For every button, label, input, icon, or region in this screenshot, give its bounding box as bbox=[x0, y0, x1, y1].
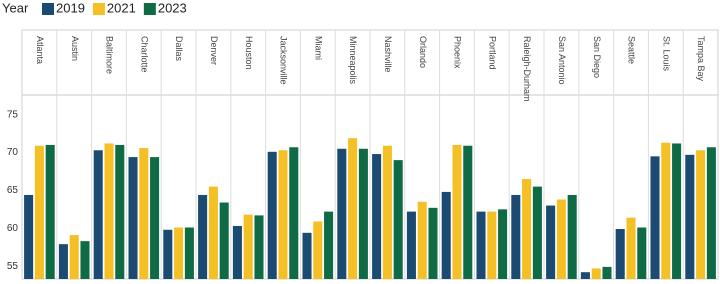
bar bbox=[650, 156, 660, 279]
x-tick-label: Tampa Bay bbox=[696, 36, 706, 82]
x-tick-label: Phoenix bbox=[453, 36, 463, 69]
bar bbox=[34, 145, 44, 279]
bar bbox=[417, 201, 427, 279]
x-tick-label: Denver bbox=[209, 36, 219, 65]
bar bbox=[184, 227, 194, 279]
bar bbox=[324, 211, 334, 279]
y-tick-label: 75 bbox=[7, 109, 19, 120]
bar bbox=[58, 244, 68, 279]
bar bbox=[567, 194, 577, 279]
legend-label: 2023 bbox=[158, 0, 187, 15]
bar bbox=[24, 194, 34, 279]
bar bbox=[128, 157, 138, 279]
bar bbox=[313, 221, 323, 279]
y-tick-label: 55 bbox=[7, 261, 19, 272]
bar bbox=[198, 194, 208, 279]
x-tick-label: Charlotte bbox=[139, 36, 149, 73]
x-tick-label: San Diego bbox=[592, 36, 602, 78]
bar bbox=[254, 215, 264, 279]
bar bbox=[441, 191, 451, 279]
legend-swatch bbox=[143, 3, 156, 15]
bar bbox=[150, 157, 160, 279]
bar bbox=[358, 148, 368, 279]
bar bbox=[591, 268, 601, 279]
x-tick-label: Miami bbox=[313, 36, 323, 60]
bar bbox=[661, 142, 671, 279]
bar bbox=[498, 209, 508, 279]
bar bbox=[278, 150, 288, 279]
bar bbox=[452, 144, 462, 279]
bar bbox=[522, 179, 532, 279]
bar bbox=[685, 154, 695, 279]
x-tick-label: Dallas bbox=[174, 36, 184, 62]
legend-label: 2019 bbox=[56, 0, 85, 15]
bar bbox=[428, 207, 438, 279]
bar bbox=[511, 194, 521, 279]
y-tick-label: 60 bbox=[7, 223, 19, 234]
bar bbox=[463, 145, 473, 279]
bar bbox=[580, 272, 590, 279]
x-tick-label: Seattle bbox=[627, 36, 637, 64]
legend-title: Year bbox=[2, 0, 29, 15]
bar bbox=[532, 186, 542, 279]
bar bbox=[174, 227, 184, 279]
bar bbox=[93, 150, 103, 279]
bar bbox=[615, 229, 625, 279]
bar bbox=[232, 225, 242, 279]
x-tick-label: Jacksonville bbox=[279, 36, 289, 85]
bar bbox=[219, 202, 229, 279]
bar bbox=[104, 143, 114, 279]
bar bbox=[372, 154, 382, 279]
x-tick-label: Raleigh-Durham bbox=[522, 36, 532, 102]
x-tick-label: Nashville bbox=[383, 36, 393, 73]
bar bbox=[487, 211, 497, 279]
x-tick-label: Portland bbox=[487, 36, 497, 70]
x-tick-label: Austin bbox=[70, 36, 80, 61]
legend-swatch bbox=[92, 3, 105, 15]
x-tick-label: San Antonio bbox=[557, 36, 567, 85]
bar bbox=[476, 211, 486, 279]
bar bbox=[45, 144, 55, 279]
bar bbox=[289, 147, 299, 279]
bar bbox=[637, 227, 647, 279]
x-tick-label: Atlanta bbox=[35, 36, 45, 64]
bar bbox=[80, 241, 90, 279]
bar bbox=[406, 211, 416, 279]
bar bbox=[337, 148, 347, 279]
bar bbox=[626, 217, 636, 279]
bar bbox=[672, 143, 682, 279]
bar bbox=[267, 151, 277, 279]
bar bbox=[556, 199, 566, 279]
bar bbox=[302, 232, 312, 279]
x-tick-label: Minneapolis bbox=[348, 36, 358, 85]
bar bbox=[348, 138, 358, 279]
bar bbox=[706, 147, 716, 279]
bar bbox=[382, 145, 392, 279]
bar bbox=[208, 186, 218, 279]
y-tick-label: 70 bbox=[7, 147, 19, 158]
bar bbox=[546, 205, 556, 279]
y-tick-label: 65 bbox=[7, 185, 19, 196]
bar bbox=[393, 160, 403, 279]
bar bbox=[243, 214, 253, 279]
bar bbox=[69, 235, 79, 279]
bar bbox=[163, 229, 173, 279]
x-tick-label: Houston bbox=[244, 36, 254, 70]
legend-label: 2021 bbox=[107, 0, 136, 15]
bar bbox=[696, 150, 706, 279]
bar bbox=[115, 144, 125, 279]
x-tick-label: Orlando bbox=[418, 36, 428, 68]
x-tick-label: St. Louis bbox=[661, 36, 671, 72]
legend-swatch bbox=[42, 3, 54, 15]
bar bbox=[139, 148, 149, 279]
x-tick-label: Baltimore bbox=[105, 36, 115, 74]
bar bbox=[602, 266, 612, 279]
